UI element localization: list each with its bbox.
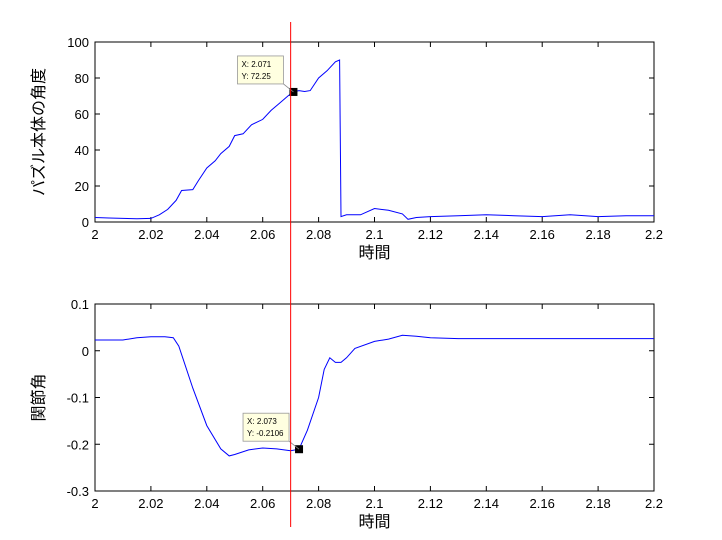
y-axis-label: 関節角 [30, 373, 48, 421]
x-tick-label: 2.04 [194, 496, 219, 511]
data-tip-y: Y: 72.25 [241, 72, 271, 81]
x-tick-label: 2.16 [530, 496, 555, 511]
x-tick-label: 2.12 [418, 496, 443, 511]
y-tick-label: 100 [67, 35, 89, 50]
y-tick-label: 60 [75, 107, 89, 122]
y-tick-label: 80 [75, 71, 89, 86]
x-tick-label: 2 [91, 227, 98, 242]
x-tick-label: 2.06 [250, 227, 275, 242]
x-tick-label: 2.08 [306, 227, 331, 242]
y-tick-label: -0.2 [67, 437, 89, 452]
data-tip-x: X: 2.071 [241, 60, 271, 69]
y-tick-label: 20 [75, 179, 89, 194]
x-tick-label: 2.06 [250, 496, 275, 511]
x-tick-label: 2.04 [194, 227, 219, 242]
data-tip-box[interactable] [242, 412, 290, 442]
y-axis-label: パズル本体の角度 [30, 68, 48, 196]
y-tick-label: 0 [82, 215, 89, 230]
y-tick-label: 0 [82, 344, 89, 359]
x-axis-label: 時間 [358, 513, 390, 531]
x-tick-label: 2.08 [306, 496, 331, 511]
y-tick-label: -0.3 [67, 484, 89, 499]
x-tick-label: 2.18 [585, 227, 610, 242]
data-tip-leader [283, 83, 294, 93]
x-tick-label: 2.02 [138, 227, 163, 242]
x-tick-label: 2.14 [474, 496, 499, 511]
bottom-plot-joint-angle: 2 2.02 2.04 2.06 2.08 2.1 2.12 2.14 2.16 2.18 2.2 -… [30, 297, 663, 531]
x-axis-label: 時間 [358, 244, 390, 262]
y-tick-label: 0.1 [71, 297, 89, 312]
x-tick-label: 2.2 [645, 496, 663, 511]
x-tick-label: 2.1 [365, 496, 383, 511]
y-tick-label: 40 [75, 143, 89, 158]
x-tick-label: 2.12 [418, 227, 443, 242]
plot-frame [94, 303, 655, 492]
x-tick-label: 2.16 [530, 227, 555, 242]
data-tip-x: X: 2.073 [247, 417, 277, 426]
y-tick-label: -0.1 [67, 391, 89, 406]
x-tick-label: 2.2 [645, 227, 663, 242]
data-tip-y: Y: -0.2106 [247, 429, 284, 438]
series-line [94, 59, 654, 220]
x-tick-label: 2 [91, 496, 98, 511]
x-tick-label: 2.1 [365, 227, 383, 242]
plot-frame [94, 41, 655, 223]
data-tip-box[interactable] [237, 55, 284, 85]
top-plot-angle: 2 2.02 2.04 2.06 2.08 2.1 2.12 2.14 2.16 2.18 2.2 0… [30, 35, 663, 262]
x-tick-label: 2.14 [474, 227, 499, 242]
x-tick-label: 2.02 [138, 496, 163, 511]
x-tick-label: 2.18 [585, 496, 610, 511]
